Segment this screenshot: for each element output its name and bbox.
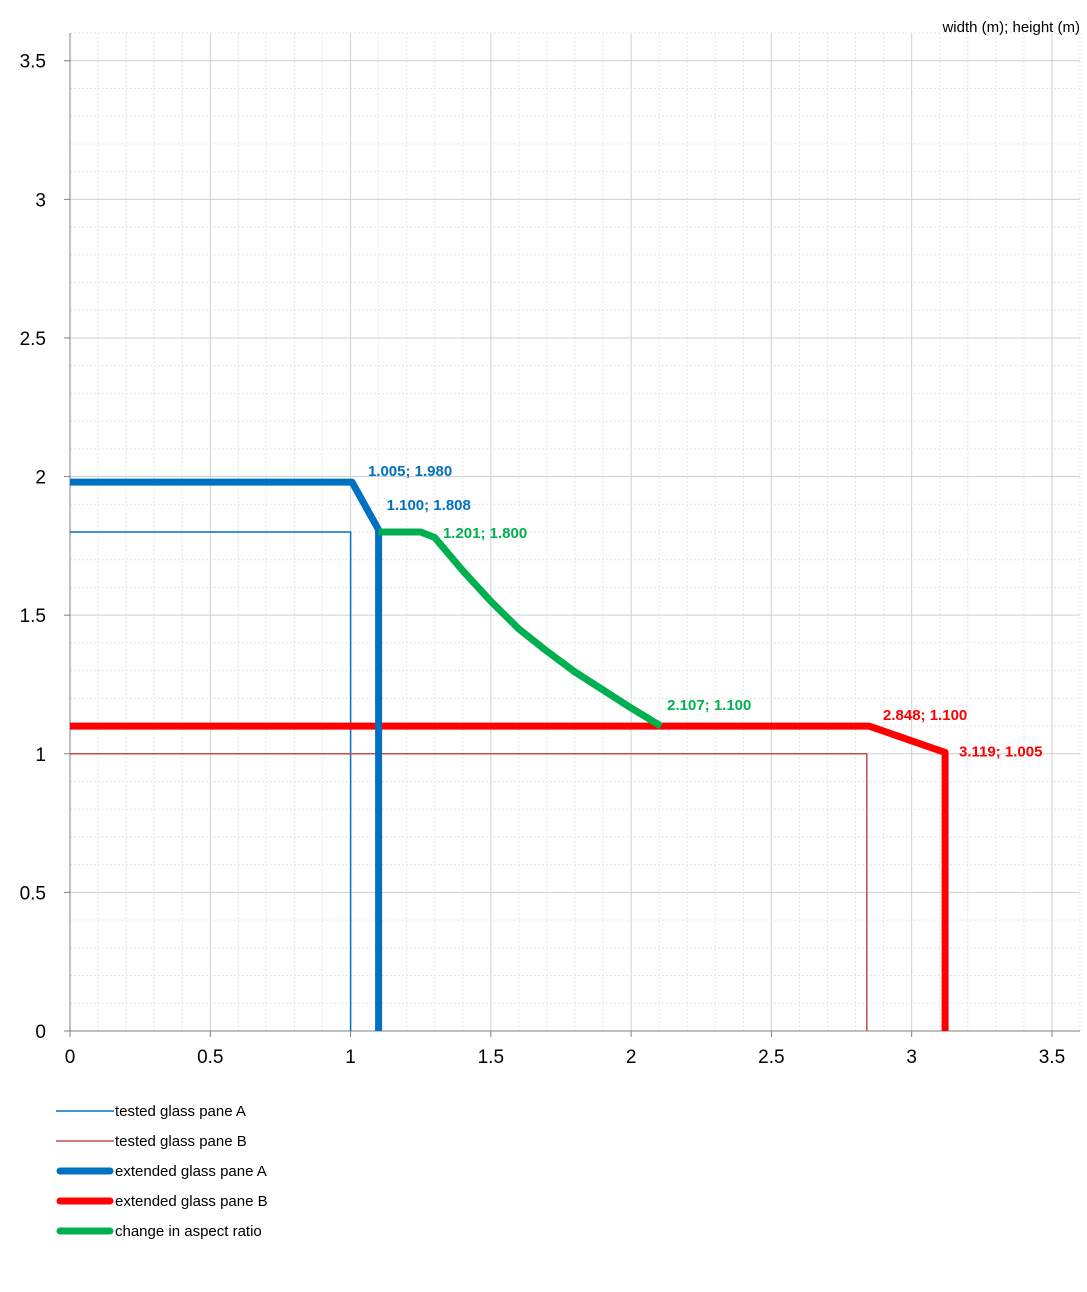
x-tick-label: 0.5 xyxy=(197,1047,223,1068)
legend-label: extended glass pane A xyxy=(115,1163,267,1180)
x-tick-label: 1 xyxy=(345,1047,356,1068)
data-label: 2.848; 1.100 xyxy=(883,707,967,724)
series-line-extended-glass-pane-A xyxy=(70,478,383,1031)
y-tick-label: 0 xyxy=(35,1022,46,1043)
series-line-tested-glass-pane-B xyxy=(70,753,868,1031)
y-tick-label: 1 xyxy=(35,745,46,766)
y-tick-label: 2.5 xyxy=(20,329,46,350)
x-tick-label: 0 xyxy=(65,1047,76,1068)
legend-label: tested glass pane B xyxy=(115,1133,247,1150)
series-line-change-in-aspect-ratio xyxy=(378,528,663,730)
x-tick-label: 2 xyxy=(626,1047,637,1068)
y-tick-label: 3 xyxy=(35,190,46,211)
data-label: 1.201; 1.800 xyxy=(443,525,527,542)
data-annotations: 1.005; 1.980 1.100; 1.808 1.201; 1.800 2.10… xyxy=(368,463,1043,760)
y-tick-label: 2 xyxy=(35,468,46,489)
grid xyxy=(70,32,1081,1031)
legend: tested glass pane A tested glass pane B ex… xyxy=(56,1103,268,1240)
x-tick-label: 3 xyxy=(906,1047,917,1068)
data-label: 2.107; 1.100 xyxy=(667,697,751,714)
y-tick-label: 3.5 xyxy=(20,52,46,73)
axes: 0 0.5 1 1.5 2 2.5 3 3.5 0 0.5 1 1.5 2 2.5 3 3.5 xyxy=(20,33,1080,1068)
data-label: 1.100; 1.808 xyxy=(387,497,471,514)
series-line-tested-glass-pane-A xyxy=(70,531,352,1031)
data-label: 1.005; 1.980 xyxy=(368,463,452,480)
legend-label: tested glass pane A xyxy=(115,1103,246,1120)
series-line-extended-glass-pane-B xyxy=(70,722,949,1031)
series-lines xyxy=(70,478,949,1031)
legend-label: change in aspect ratio xyxy=(115,1223,262,1240)
x-tick-label: 3.5 xyxy=(1039,1047,1065,1068)
x-tick-label: 2.5 xyxy=(758,1047,784,1068)
legend-label: extended glass pane B xyxy=(115,1193,268,1210)
data-label: 3.119; 1.005 xyxy=(959,743,1042,760)
x-tick-label: 1.5 xyxy=(478,1047,504,1068)
y-tick-label: 0.5 xyxy=(20,883,46,904)
y-tick-label: 1.5 xyxy=(20,606,46,627)
axis-title: width (m); height (m) xyxy=(941,19,1080,36)
